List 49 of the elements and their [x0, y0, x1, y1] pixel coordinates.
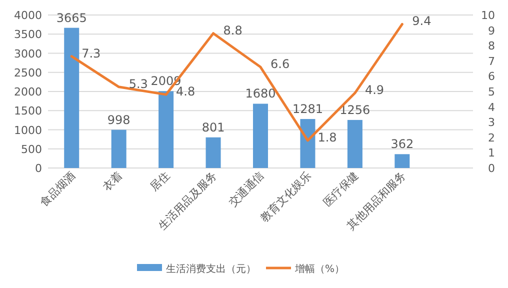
legend-label: 增幅（%）	[294, 263, 345, 275]
data-label: 1.8	[318, 130, 337, 144]
y2-tick-label: 3	[488, 116, 495, 130]
y-tick-label: 1500	[14, 104, 42, 118]
y2-tick-label: 8	[488, 40, 495, 53]
y2-tick-label: 5	[488, 86, 495, 98]
data-label: 4.8	[176, 84, 196, 99]
y-tick-label: 4000	[14, 9, 42, 22]
y2-tick-label: 4	[488, 100, 495, 114]
y2-tick-label: 2	[488, 131, 495, 144]
y2-tick-label: 1	[488, 146, 495, 160]
data-label: 5.3	[128, 76, 148, 91]
bar	[394, 154, 410, 168]
x-tick-label: 医疗保健	[320, 168, 362, 210]
bar	[111, 130, 126, 168]
y-tick-label: 1000	[14, 124, 42, 137]
bar	[300, 119, 316, 168]
bar	[253, 104, 268, 168]
y-tick-label: 3000	[14, 47, 42, 60]
data-label: 6.6	[270, 57, 290, 72]
y-tick-label: 2000	[14, 86, 42, 98]
y2-tick-label: 10	[481, 9, 495, 22]
data-label: 8.8	[223, 23, 242, 38]
x-tick-label: 交通通信	[226, 168, 267, 210]
y-tick-label: 3500	[14, 28, 42, 42]
y2-tick-label: 0	[488, 162, 495, 175]
data-label: 1281	[292, 102, 323, 116]
bar	[206, 137, 221, 168]
y2-tick-label: 7	[488, 54, 495, 68]
data-label: 1256	[340, 102, 370, 117]
bar	[158, 91, 174, 168]
x-tick-label: 居住	[147, 168, 172, 194]
y2-tick-label: 9	[488, 24, 495, 38]
data-label: 4.9	[364, 83, 384, 98]
data-label: 998	[107, 112, 130, 127]
data-label: 7.3	[82, 46, 101, 60]
bar	[64, 28, 80, 168]
y-tick-label: 500	[21, 142, 42, 156]
y-tick-label: 2500	[14, 66, 42, 80]
bar	[347, 120, 362, 168]
data-label: 3665	[56, 10, 87, 25]
y-tick-label: 0	[35, 162, 42, 175]
x-tick-label: 衣着	[100, 168, 125, 194]
data-label: 9.4	[412, 14, 432, 28]
data-label: 801	[202, 120, 225, 134]
legend-label: 生活消费支出（元）	[166, 263, 256, 275]
data-label: 1680	[245, 86, 276, 101]
data-label: 362	[390, 137, 414, 152]
y2-tick-label: 6	[488, 70, 495, 84]
